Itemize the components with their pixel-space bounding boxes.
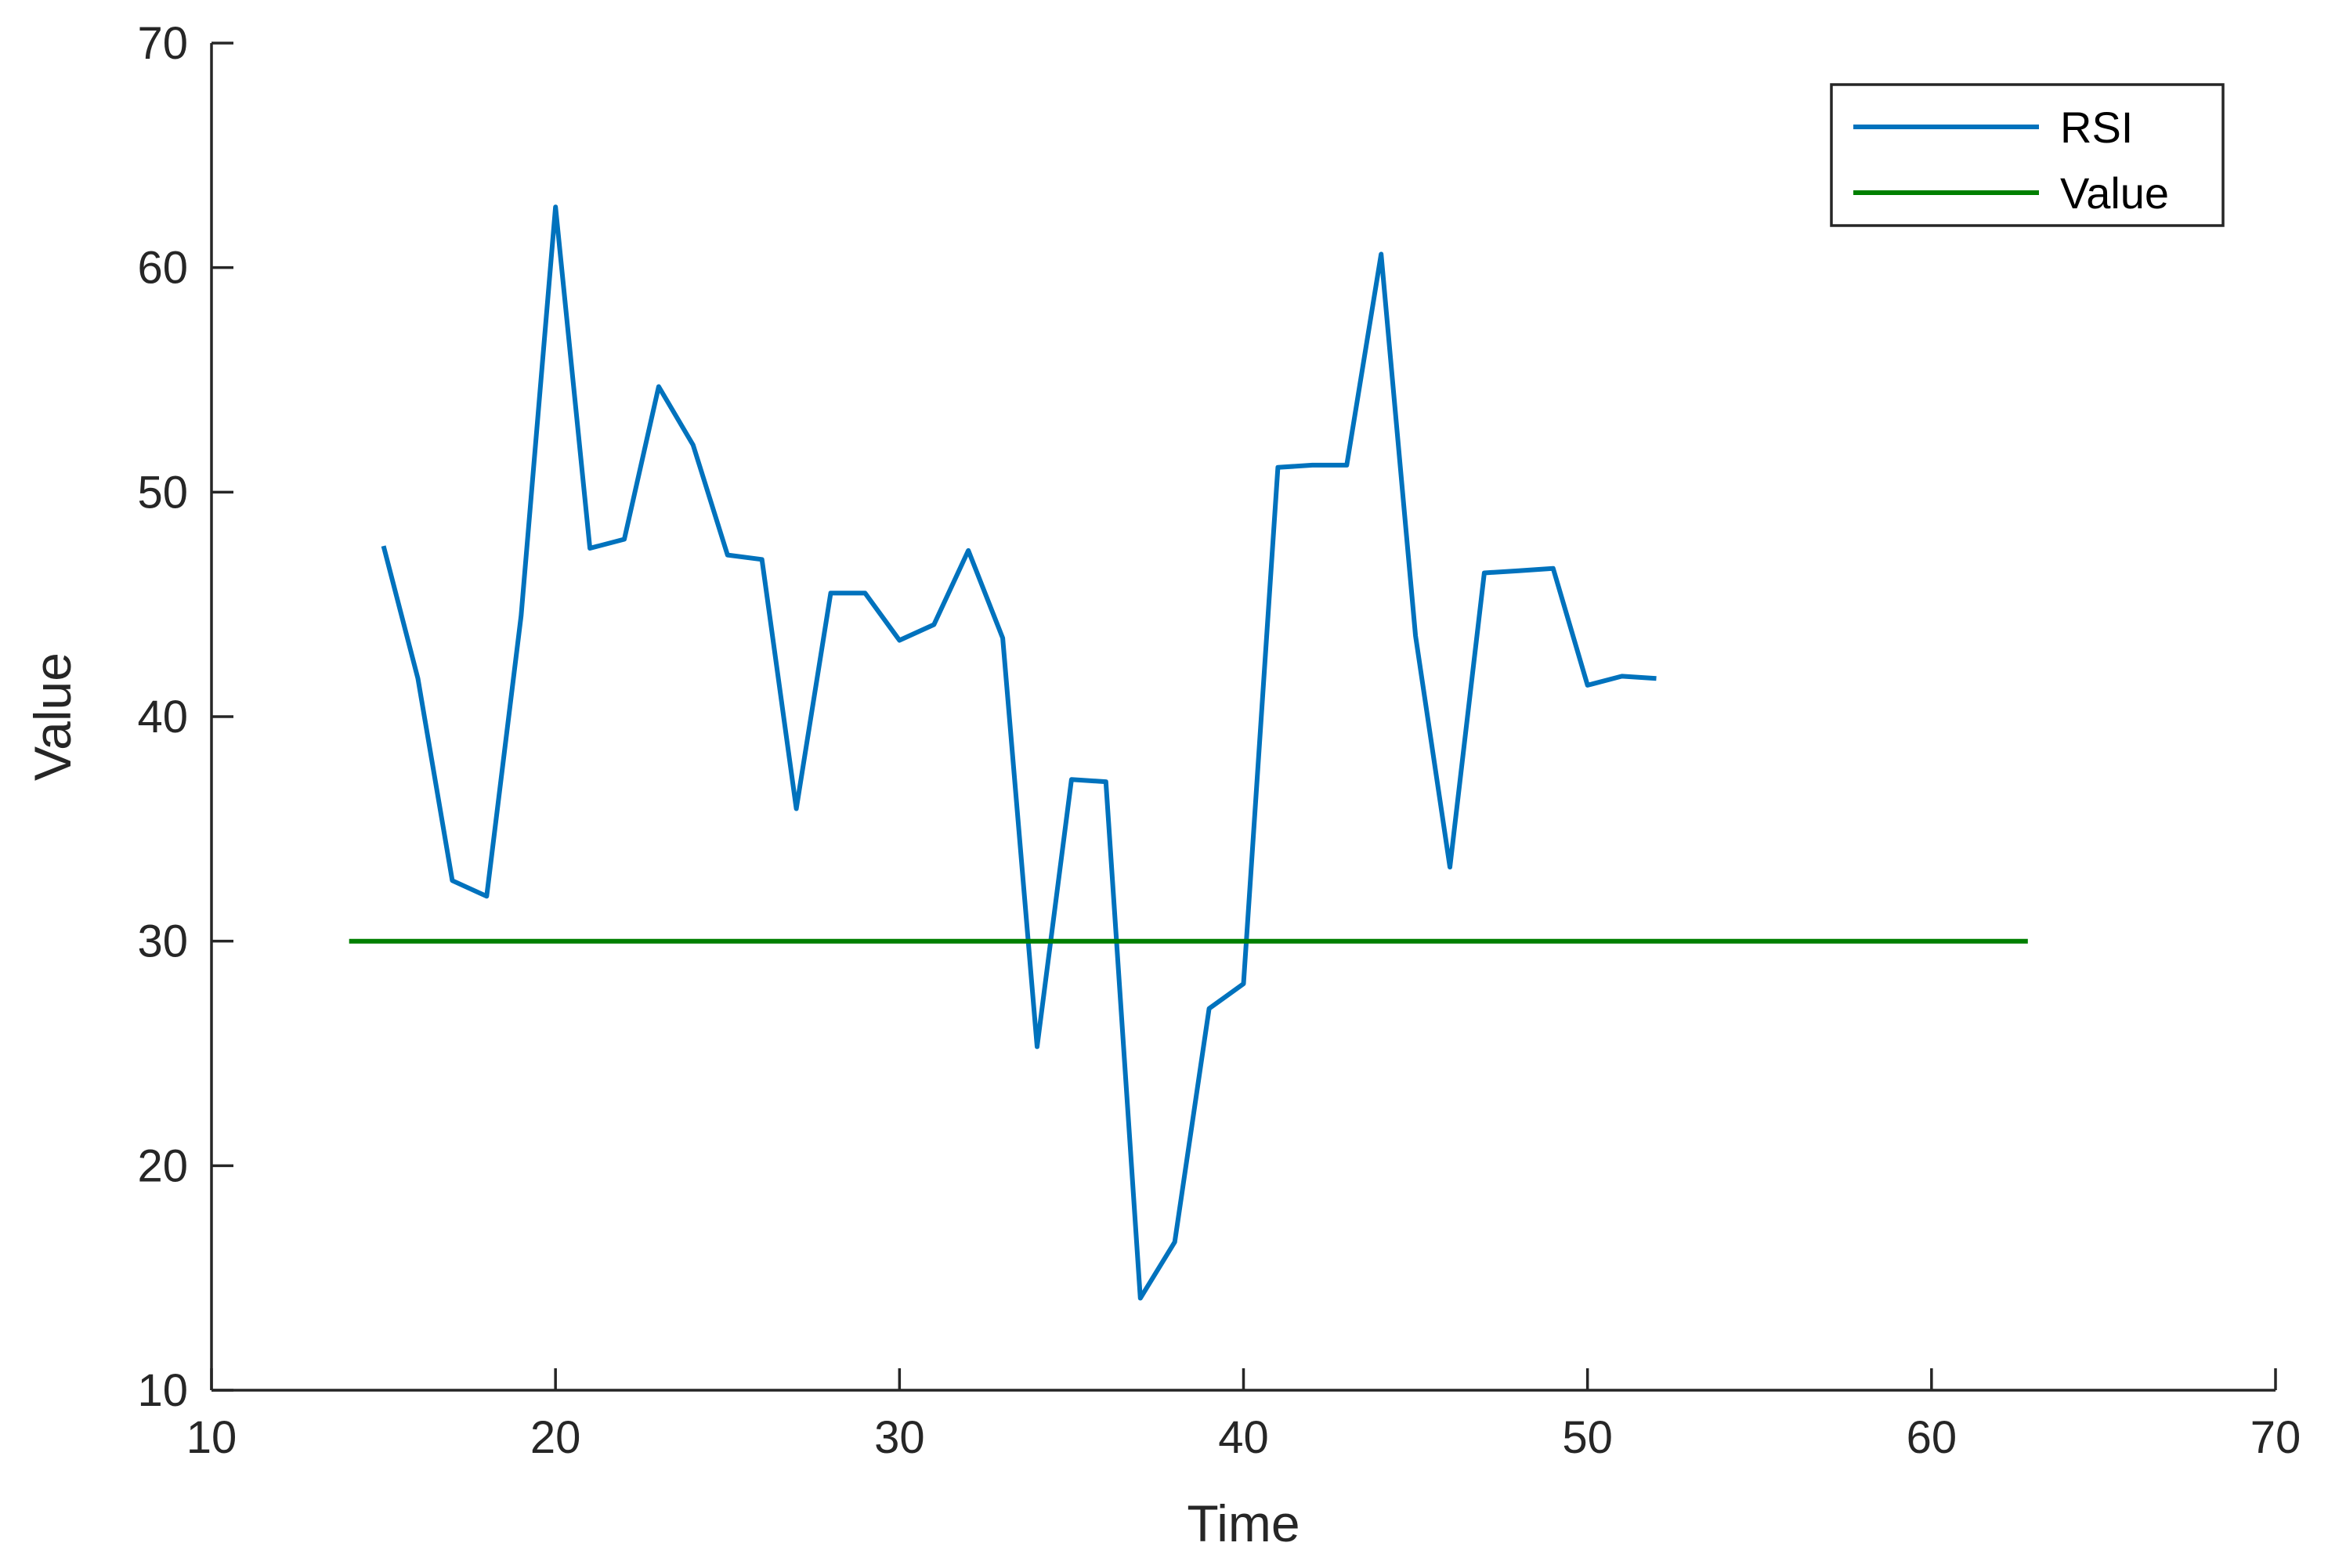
series-line-rsi	[381, 204, 1657, 1301]
y-axis-title: Value	[23, 652, 81, 781]
series-layer	[349, 204, 2028, 1301]
y-tick-label: 10	[137, 1365, 188, 1416]
x-tick-label: 10	[186, 1412, 237, 1463]
legend-box	[1830, 83, 2225, 227]
legend-label-rsi: RSI	[2060, 103, 2133, 152]
y-tick-label: 40	[137, 692, 188, 742]
legend-label-value: Value	[2060, 168, 2169, 218]
x-tick-label: 60	[1907, 1412, 1957, 1463]
y-tick-label: 60	[137, 243, 188, 294]
axes	[210, 43, 2276, 1392]
y-tick-label: 20	[137, 1140, 188, 1191]
x-tick-label: 70	[2250, 1412, 2301, 1463]
x-tick-label: 40	[1218, 1412, 1269, 1463]
legend-items: RSI Value	[1853, 103, 2169, 218]
x-axis-ticks: 10 20 30 40 50 60 70	[186, 1368, 2301, 1463]
y-tick-label: 50	[137, 467, 188, 518]
x-tick-label: 50	[1562, 1412, 1613, 1463]
x-tick-label: 20	[530, 1412, 581, 1463]
y-tick-label: 30	[137, 916, 188, 967]
x-axis-title: Time	[1187, 1494, 1300, 1552]
x-tick-label: 30	[874, 1412, 925, 1463]
y-axis-ticks: 10 20 30 40 50 60 70	[137, 18, 233, 1416]
y-tick-label: 70	[137, 18, 188, 69]
legend: RSI Value	[1830, 83, 2225, 227]
